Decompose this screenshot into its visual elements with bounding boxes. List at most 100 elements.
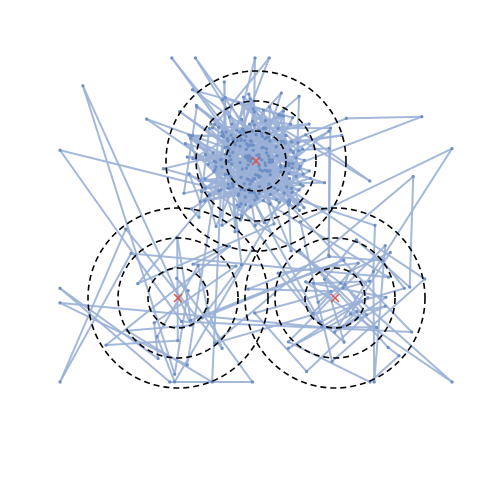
walk-point	[253, 56, 257, 60]
walk-point	[260, 131, 264, 136]
walk-segment	[213, 175, 415, 345]
walk-point	[274, 145, 278, 149]
walk-point	[246, 163, 250, 167]
walk-point	[296, 141, 300, 145]
target-circles-layer	[87, 70, 426, 389]
walk-path-layer	[58, 56, 454, 384]
walk-point	[239, 216, 244, 220]
walk-point	[251, 148, 255, 152]
walk-point	[168, 380, 172, 384]
walk-point	[257, 184, 261, 188]
walk-point	[261, 199, 265, 203]
walk-point	[289, 122, 293, 126]
walk-point	[260, 146, 264, 150]
walk-point	[327, 254, 331, 259]
walk-point	[219, 157, 223, 161]
walk-point	[152, 321, 156, 325]
walk-point	[206, 162, 210, 166]
walk-point	[297, 167, 301, 171]
walk-point	[386, 275, 391, 279]
walk-point	[240, 263, 244, 267]
walk-point	[251, 143, 255, 147]
walk-point	[209, 122, 213, 126]
walk-point	[170, 56, 174, 60]
walk-point	[301, 184, 305, 188]
walk-point	[254, 133, 258, 137]
walk-point	[241, 95, 246, 99]
walk-point	[316, 300, 320, 304]
top-circle-1	[225, 130, 287, 192]
walk-segment	[59, 149, 183, 323]
walk-point	[304, 133, 308, 137]
walk-point	[220, 346, 224, 350]
walk-point	[265, 151, 269, 155]
walk-segment	[59, 287, 171, 383]
walk-segment	[253, 124, 264, 172]
walk-point	[207, 126, 211, 130]
walk-point	[257, 191, 261, 195]
walk-point	[265, 169, 269, 173]
walk-point	[248, 182, 252, 186]
walk-point	[270, 159, 274, 164]
walk-segment	[130, 252, 390, 279]
walk-point	[307, 169, 311, 173]
walk-point	[222, 80, 226, 84]
walk-segment	[284, 134, 343, 144]
walk-segment	[373, 244, 387, 383]
walk-segment	[387, 346, 400, 357]
walk-point	[397, 354, 401, 358]
walk-point	[305, 369, 309, 374]
walk-point	[244, 203, 248, 207]
walk-point	[279, 163, 283, 167]
walk-point	[226, 145, 230, 149]
walk-point	[58, 301, 62, 305]
bottom-left-circle-3	[87, 207, 269, 389]
walk-segment	[287, 340, 371, 383]
walk-point	[268, 202, 272, 206]
walk-point	[244, 166, 249, 170]
walk-segment	[145, 118, 256, 194]
walk-point	[239, 175, 243, 179]
walk-point	[253, 311, 257, 315]
walk-point	[247, 178, 251, 182]
walk-point	[268, 139, 272, 143]
walk-point	[355, 309, 359, 313]
bottom-left-circle-1	[147, 267, 209, 329]
walk-point	[191, 262, 195, 266]
walk-segment	[176, 236, 179, 342]
walk-point	[145, 117, 149, 121]
walk-point	[187, 172, 191, 176]
walk-point	[276, 126, 280, 131]
walk-point	[189, 136, 193, 140]
walk-point	[311, 281, 316, 285]
walk-point	[277, 200, 281, 205]
walk-point	[226, 186, 230, 190]
walk-point	[267, 56, 271, 60]
walk-segment	[191, 88, 294, 119]
walk-point	[276, 271, 280, 275]
walk-point	[231, 150, 235, 154]
walk-point	[283, 141, 287, 145]
walk-point	[323, 277, 327, 281]
walk-segment	[59, 252, 132, 383]
walk-point	[243, 139, 247, 143]
walk-point	[243, 195, 247, 199]
walk-point	[104, 343, 108, 347]
walk-point	[248, 122, 252, 126]
walk-point	[229, 175, 233, 179]
walk-point	[244, 147, 248, 151]
walk-point	[279, 170, 283, 174]
walk-point	[186, 289, 190, 293]
walk-segment	[247, 288, 332, 293]
walk-point	[384, 295, 388, 299]
walk-segment	[285, 185, 289, 203]
walk-point	[264, 119, 268, 123]
walk-point	[311, 311, 315, 315]
walk-segment	[249, 124, 256, 163]
walk-point	[239, 137, 243, 141]
walk-point	[198, 179, 202, 183]
walk-point	[248, 139, 253, 143]
walk-point	[287, 203, 291, 207]
walk-point	[260, 134, 265, 138]
